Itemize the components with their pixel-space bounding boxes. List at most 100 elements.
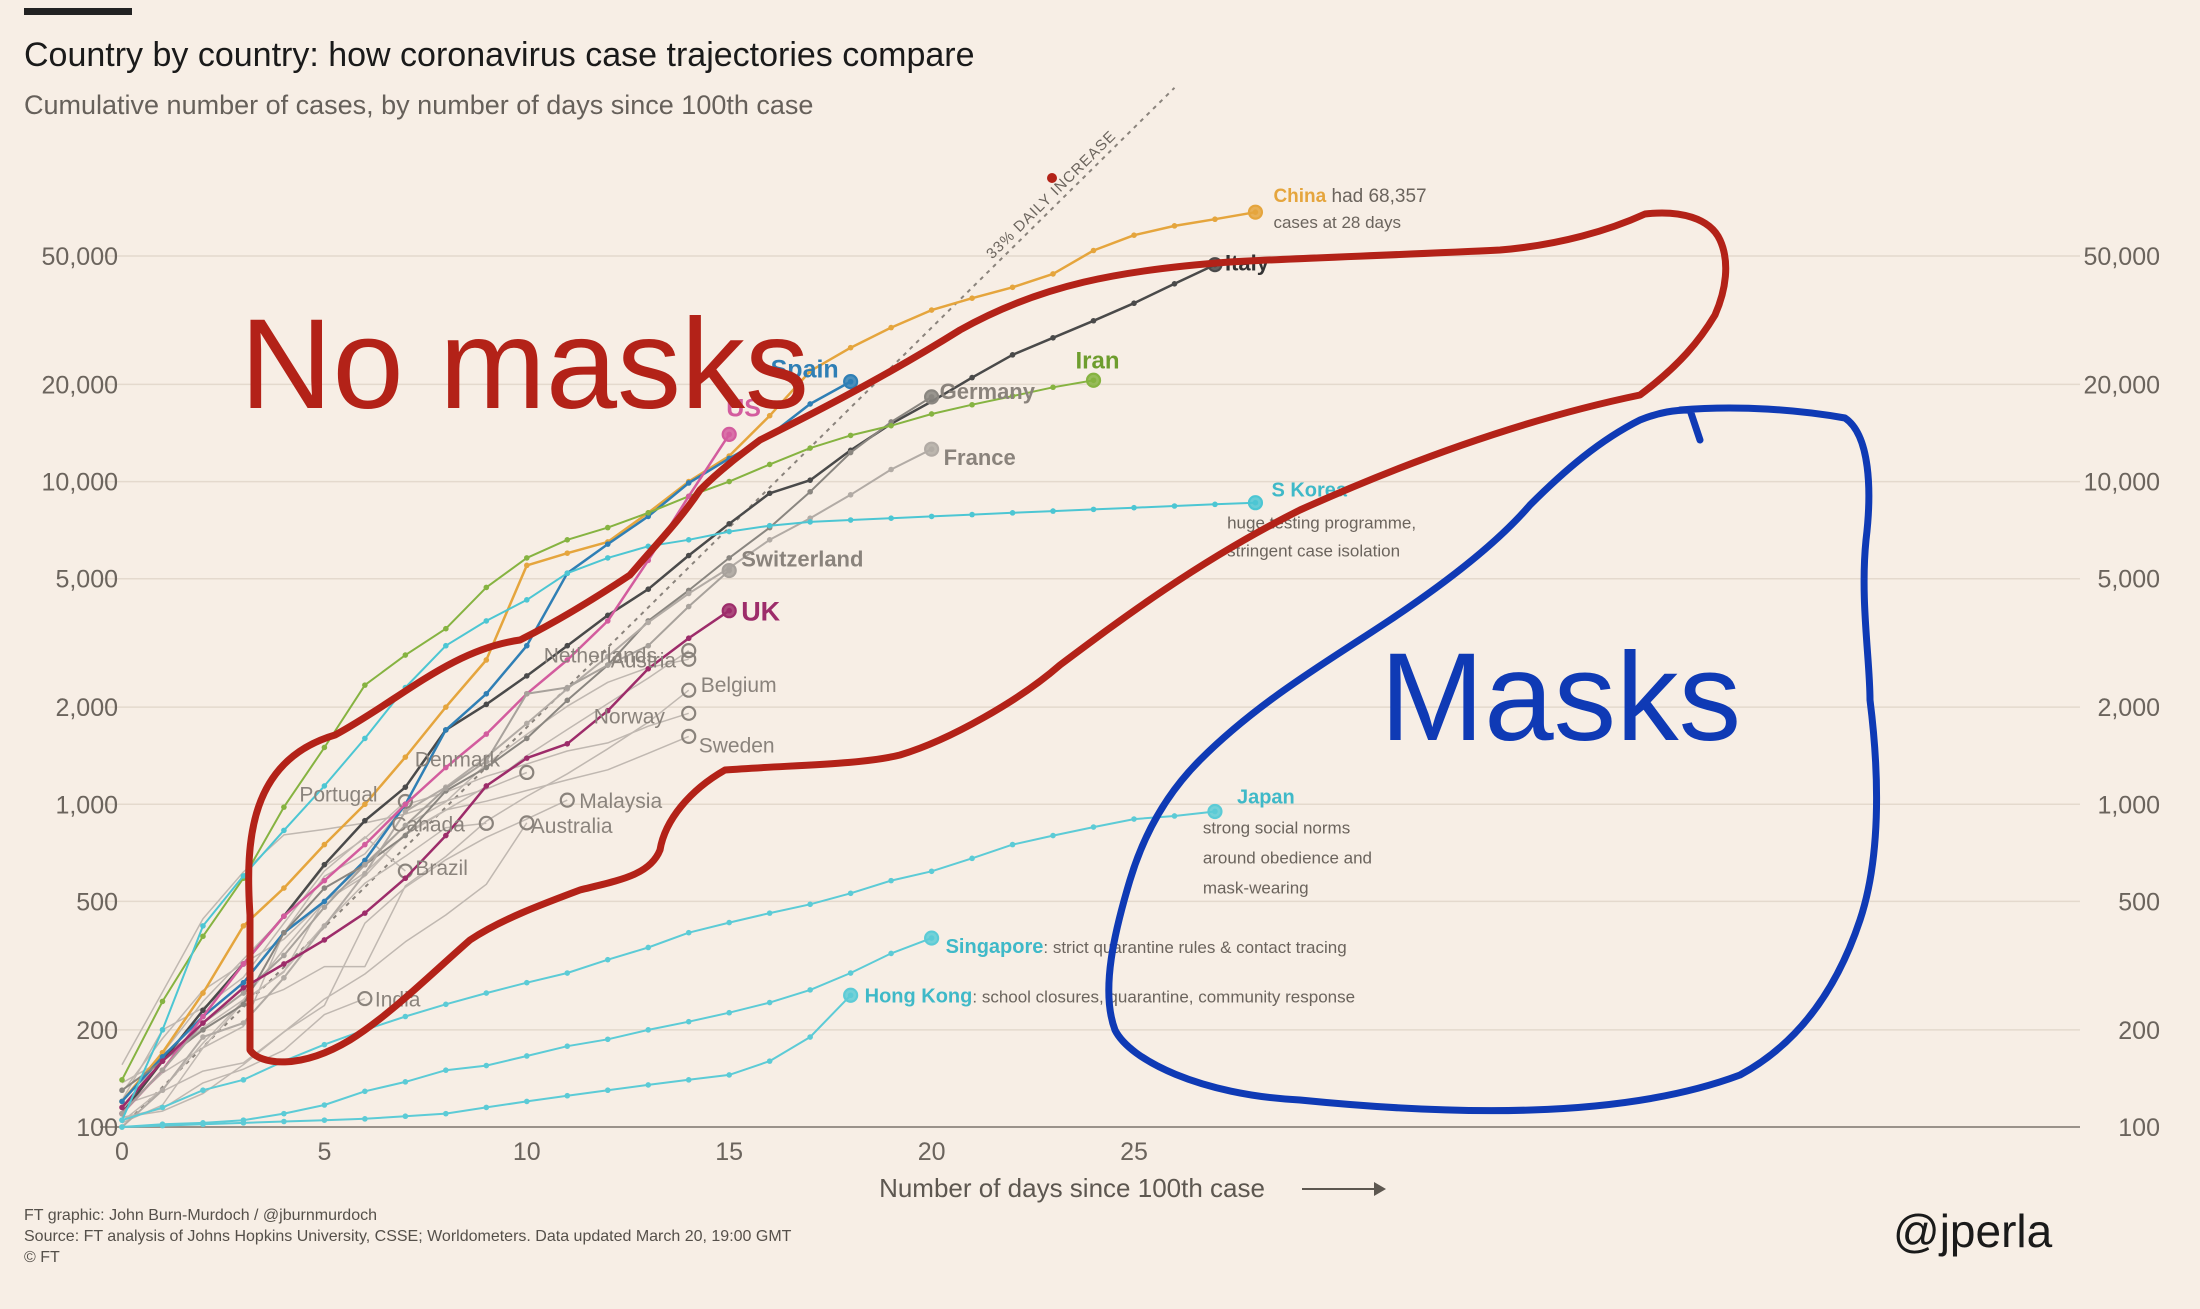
annotation-hong-kong-note: : school closures, quarantine, community… — [972, 987, 1355, 1006]
data-point-singapore — [604, 1036, 611, 1043]
data-point-iran — [443, 625, 449, 632]
data-point-uk — [645, 665, 652, 672]
credits: FT graphic: John Burn-Murdoch / @jburnmu… — [24, 1205, 791, 1268]
data-point-italy — [1009, 352, 1016, 358]
series-label-brazil: Brazil — [415, 857, 468, 880]
data-point-iran — [281, 804, 287, 810]
data-point-japan — [1171, 813, 1178, 819]
data-point-japan — [524, 979, 530, 986]
data-point-singapore — [847, 970, 854, 976]
data-point-iran — [483, 584, 490, 591]
data-point-japan — [443, 1001, 449, 1008]
annotation-japan-note1: strong social norms — [1203, 818, 1350, 837]
annotation-hong-kong-label: Hong Kong — [865, 985, 973, 1007]
data-point-uk — [119, 1104, 125, 1111]
series-end-marker-sweden — [681, 728, 697, 745]
data-point-spain — [807, 401, 813, 407]
data-point-uk — [159, 1058, 166, 1064]
annotation-singapore-label: Singapore — [946, 936, 1044, 958]
annotation-japan-note3: mask-wearing — [1203, 878, 1309, 897]
data-point-us — [200, 1013, 206, 1020]
series-label-malaysia: Malaysia — [579, 790, 662, 813]
series-label-spain: Spain — [771, 356, 839, 384]
data-point-spain — [685, 480, 692, 486]
data-point-spain — [524, 642, 530, 649]
series-line-australia — [121, 822, 528, 1119]
annotation-china: China had 68,357 — [1273, 186, 1426, 207]
data-point-japan — [1131, 816, 1137, 822]
data-point-germany — [726, 555, 732, 561]
series-line-austria — [121, 658, 689, 1123]
data-point-hong-kong — [119, 1124, 125, 1130]
data-point-germany — [402, 832, 409, 839]
data-point-uk — [240, 984, 247, 991]
data-point-germany — [281, 929, 287, 936]
data-point-france — [321, 923, 328, 929]
data-point-s-korea — [847, 517, 854, 523]
series-label-canada: Canada — [391, 813, 465, 836]
data-point-hong-kong — [766, 1058, 773, 1064]
data-point-germany — [200, 1027, 206, 1033]
y-tick-label-right: 100 — [2118, 1114, 2160, 1142]
data-point-japan — [726, 919, 732, 926]
data-point-iran — [1050, 384, 1056, 391]
series-line-uk — [121, 609, 730, 1109]
data-point-japan — [483, 990, 490, 996]
data-point-s-korea — [483, 618, 490, 624]
data-point-china — [321, 841, 328, 848]
data-point-s-korea — [685, 537, 692, 543]
data-point-italy — [969, 374, 975, 381]
data-point-china — [928, 307, 935, 313]
data-point-s-korea — [1131, 504, 1137, 511]
data-point-singapore — [766, 999, 773, 1006]
data-point-us — [564, 657, 571, 663]
series-label-austria: Austria — [611, 649, 677, 672]
data-point-france — [604, 653, 611, 660]
data-point-spain — [240, 979, 247, 986]
series-line-japan — [121, 810, 1216, 1122]
y-tick-label-right: 500 — [2118, 888, 2160, 916]
series-line-us — [121, 433, 731, 1115]
data-point-spain — [443, 727, 449, 733]
series-label-australia: Australia — [531, 815, 613, 838]
chart-title: Country by country: how coronavirus case… — [24, 36, 975, 74]
data-point-china — [1009, 284, 1016, 291]
data-point-hong-kong — [645, 1082, 652, 1088]
series-line-denmark — [121, 771, 528, 1066]
data-point-singapore — [888, 950, 894, 957]
data-point-iran — [524, 555, 530, 561]
y-tick-label-right: 20,000 — [2084, 371, 2160, 399]
data-point-us — [483, 731, 490, 737]
data-point-uk — [564, 740, 571, 747]
data-point-italy — [1171, 281, 1178, 287]
series-label-switzerland: Switzerland — [741, 547, 863, 572]
data-point-italy — [362, 817, 368, 824]
data-point-japan — [200, 1087, 206, 1094]
x-axis-arrow-head — [1374, 1182, 1386, 1196]
data-point-s-korea — [1090, 506, 1097, 513]
data-point-uk — [483, 783, 490, 789]
data-point-china — [807, 368, 813, 374]
credit-copyright: © FT — [24, 1249, 60, 1266]
data-point-s-korea — [807, 519, 813, 525]
data-point-france — [645, 619, 652, 626]
data-point-switzerland — [159, 1067, 166, 1073]
data-point-us — [281, 913, 287, 919]
series-end-marker-norway — [681, 705, 697, 721]
data-point-china — [483, 657, 490, 663]
data-point-japan — [564, 970, 571, 976]
series-end-marker-uk — [721, 603, 737, 619]
series-end-marker-india — [357, 990, 373, 1007]
series-label-germany: Germany — [940, 379, 1036, 404]
masks-label: Masks — [1380, 628, 1741, 767]
y-tick-label-left: 100 — [76, 1114, 118, 1142]
data-point-italy — [766, 490, 773, 497]
series-end-marker-hong-kong — [843, 987, 859, 1003]
data-point-france — [524, 720, 530, 727]
data-point-singapore — [726, 1009, 732, 1016]
data-point-uk — [200, 1020, 206, 1026]
data-point-hong-kong — [402, 1113, 409, 1120]
data-point-uk — [604, 707, 611, 714]
data-point-uk — [443, 832, 449, 839]
data-point-singapore — [483, 1062, 490, 1069]
